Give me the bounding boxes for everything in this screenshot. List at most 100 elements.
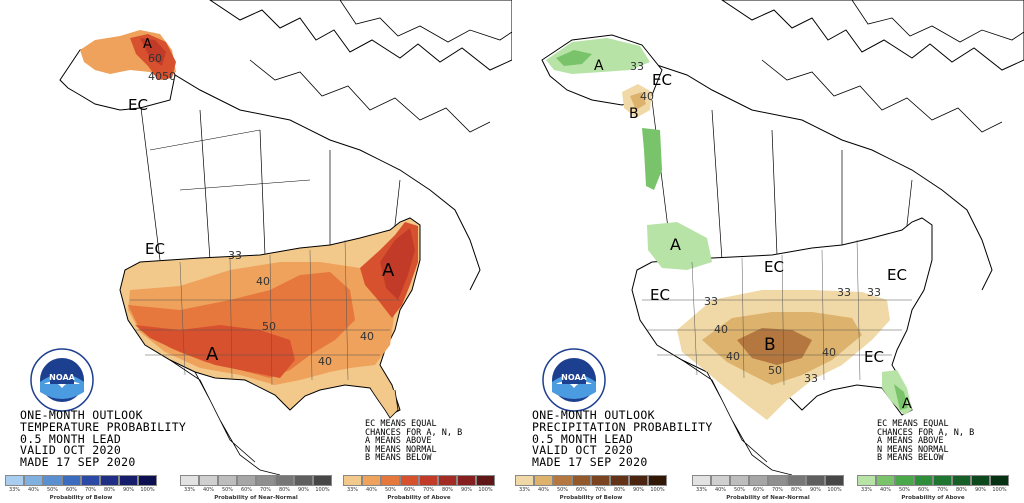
scale-tick-label: 100% — [650, 487, 665, 493]
scale-tick-label: 80% — [613, 487, 626, 493]
scale-swatch — [825, 475, 844, 486]
legend-line: A MEANS ABOVE — [365, 436, 432, 447]
alaska-60-label: 60 — [148, 52, 162, 65]
scale-swatches — [343, 475, 495, 486]
noaa-logo-icon — [542, 348, 606, 412]
scale-tick-label: 50% — [898, 487, 911, 493]
scale-above: 33% 40% 50% 60% 70% 80% 90% 100% Probability of … — [857, 475, 1009, 503]
scale-swatch — [294, 475, 313, 486]
ec-east-label: EC — [887, 266, 907, 284]
scale-tick-label: 40% — [27, 487, 40, 493]
scale-caption: Probability of Below — [559, 495, 623, 501]
scale-swatch — [381, 475, 400, 486]
scale-swatch — [256, 475, 275, 486]
contour-50-label: 50 — [768, 364, 782, 377]
scale-swatch — [515, 475, 534, 486]
scale-tick-label: 100% — [315, 487, 330, 493]
scale-swatch — [81, 475, 100, 486]
scale-tick-label: 70% — [84, 487, 97, 493]
scale-swatches — [5, 475, 157, 486]
ec-alaska-label: EC — [128, 96, 148, 114]
contour-50-label: 50 — [262, 320, 276, 333]
scale-tick-label: 50% — [733, 487, 746, 493]
scale-ticks: 33% 40% 50% 60% 70% 80% 90% 100% — [515, 487, 667, 493]
scale-swatch — [591, 475, 610, 486]
temperature-map: EC EC A A A 33 40 50 40 40 40 50 60 — [59, 0, 512, 476]
scale-below: 33% 40% 50% 60% 70% 80% 90% 100% Probability of … — [515, 475, 667, 503]
precipitation-outlook-panel: A EC B A EC EC EC EC B A 33 40 33 40 33 … — [512, 0, 1024, 503]
temperature-legend-note: EC MEANS EQUAL CHANCES FOR A, N, B A MEA… — [365, 420, 462, 463]
scale-tick-label: 33% — [8, 487, 21, 493]
a-alaska-label: A — [143, 37, 152, 52]
scale-swatch — [400, 475, 419, 486]
a-southwest-label: A — [206, 344, 219, 365]
scale-swatch — [914, 475, 933, 486]
legend-line: EC MEANS EQUAL — [877, 419, 949, 429]
noaa-wordmark: NOAA — [49, 373, 75, 382]
scale-swatch — [275, 475, 294, 486]
scale-tick-label: 80% — [278, 487, 291, 493]
scale-tick-label: 50% — [556, 487, 569, 493]
alaska-40-label: 40 — [640, 90, 654, 103]
alaska-50-label: 50 — [162, 70, 176, 83]
scale-caption: Probability of Above — [901, 495, 965, 501]
scale-swatch — [952, 475, 971, 486]
scale-tick-label: 90% — [809, 487, 822, 493]
scale-swatch — [43, 475, 62, 486]
noaa-wordmark: NOAA — [561, 373, 587, 382]
scale-swatch — [990, 475, 1009, 486]
scale-above: 33% 40% 50% 60% 70% 80% 90% 100% Probability of … — [343, 475, 495, 503]
ec-west-label: EC — [145, 240, 165, 258]
scale-swatch — [237, 475, 256, 486]
scale-tick-label: 60% — [403, 487, 416, 493]
contour-40a-label: 40 — [714, 323, 728, 336]
scale-tick-label: 50% — [221, 487, 234, 493]
scale-tick-label: 90% — [297, 487, 310, 493]
info-line: VALID OCT 2020 — [20, 443, 122, 458]
scale-swatch — [692, 475, 711, 486]
scale-tick-label: 40% — [714, 487, 727, 493]
scale-tick-label: 80% — [103, 487, 116, 493]
scale-swatch — [343, 475, 362, 486]
contour-40c-label: 40 — [726, 350, 740, 363]
scale-tick-label: 100% — [992, 487, 1007, 493]
scale-swatch — [119, 475, 138, 486]
scale-swatch — [933, 475, 952, 486]
ec-west-label: EC — [650, 286, 670, 304]
b-south-label: B — [764, 335, 776, 355]
scale-swatches — [857, 475, 1009, 486]
scale-swatch — [876, 475, 895, 486]
scale-ticks: 33% 40% 50% 60% 70% 80% 90% 100% — [692, 487, 844, 493]
contour-40-label: 40 — [256, 275, 270, 288]
legend-line: N MEANS NORMAL — [877, 444, 949, 455]
scale-tick-label: 80% — [441, 487, 454, 493]
precipitation-info-block: ONE-MONTH OUTLOOK PRECIPITATION PROBABIL… — [532, 409, 713, 469]
a-alaska-label: A — [594, 58, 604, 74]
scale-swatch — [610, 475, 629, 486]
scale-caption: Probability of Below — [49, 495, 113, 501]
scale-swatch — [806, 475, 825, 486]
scale-tick-label: 60% — [240, 487, 253, 493]
scale-swatch — [199, 475, 218, 486]
scale-tick-label: 80% — [790, 487, 803, 493]
info-line: 0.5 MONTH LEAD — [532, 431, 634, 446]
scale-swatch — [24, 475, 43, 486]
scale-swatch — [648, 475, 667, 486]
scale-tick-label: 70% — [594, 487, 607, 493]
legend-line: A MEANS ABOVE — [877, 436, 944, 447]
legend-line: EC MEANS EQUAL — [365, 419, 437, 429]
ec-central-label: EC — [764, 258, 784, 276]
scale-swatch — [100, 475, 119, 486]
scale-swatches — [515, 475, 667, 486]
contour-33d-label: 33 — [837, 286, 851, 299]
scale-swatch — [749, 475, 768, 486]
scale-near-normal: 33% 40% 50% 60% 70% 80% 90% 100% Probability of … — [180, 475, 332, 503]
scale-caption: Probability of Near-Normal — [214, 495, 298, 501]
scale-tick-label: 50% — [384, 487, 397, 493]
scale-swatch — [730, 475, 749, 486]
scale-swatch — [711, 475, 730, 486]
contour-33-label: 33 — [228, 249, 242, 262]
alaska-40-label: 40 — [148, 70, 162, 83]
legend-line: B MEANS BELOW — [877, 453, 944, 464]
scale-tick-label: 40% — [202, 487, 215, 493]
